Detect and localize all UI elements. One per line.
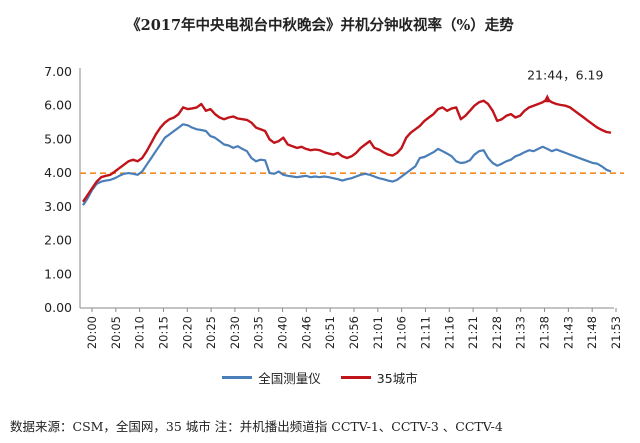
series-lines (82, 98, 612, 206)
x-tick-label: 21:38 (538, 316, 552, 349)
y-tick-label: 2.00 (44, 233, 72, 248)
x-tick-label: 20:56 (347, 316, 361, 349)
x-tick-label: 20:51 (323, 316, 337, 349)
x-tick-label: 21:53 (609, 316, 623, 349)
y-tick-label: 6.00 (44, 98, 72, 113)
x-tick-label: 20:10 (133, 316, 147, 349)
series-line-35-cities (82, 98, 612, 203)
x-tick-label: 21:01 (371, 316, 385, 349)
y-tick-label: 1.00 (44, 266, 72, 281)
legend-swatch-national (222, 376, 253, 379)
x-tick-label: 21:48 (585, 316, 599, 349)
x-tick-label: 20:05 (109, 316, 123, 349)
y-tick-label: 3.00 (44, 199, 72, 214)
legend-label-national: 全国测量仪 (258, 371, 321, 386)
line-chart: 0.001.002.003.004.005.006.007.00 20:00 20… (44, 64, 624, 349)
x-tick-label: 20:00 (85, 316, 99, 349)
axes (79, 68, 614, 309)
x-tick-label: 20:15 (156, 316, 170, 349)
x-tick-label: 21:06 (395, 316, 409, 349)
legend-item-35-cities: 35城市 (340, 368, 418, 387)
source-note: 数据来源：CSM，全国网，35 城市 注：并机播出频道指 CCTV-1、CCTV… (10, 419, 503, 434)
y-tick-label: 0.00 (44, 300, 72, 315)
peak-annotation-label: 21:44，6.19 (527, 67, 603, 82)
legend-swatch-35-cities (340, 376, 371, 379)
x-tick-label: 21:21 (466, 316, 480, 349)
x-tick-label: 21:11 (418, 316, 432, 349)
x-tick-label: 21:43 (561, 316, 575, 349)
x-tick-label: 20:25 (204, 316, 218, 349)
x-tick-label: 20:30 (228, 316, 242, 349)
x-tick-label: 21:33 (514, 316, 528, 349)
y-tick-label: 5.00 (44, 131, 72, 146)
y-tick-label: 4.00 (44, 165, 72, 180)
series-line-national (82, 123, 612, 206)
annotation-group: 21:44，6.19 (527, 67, 603, 103)
x-tick-label: 21:28 (490, 316, 504, 349)
x-tick-label: 20:20 (180, 316, 194, 349)
x-axis-labels: 20:00 20:05 20:10 20:15 20:20 20:25 20:30 20:35… (85, 308, 623, 349)
x-tick-label: 20:46 (299, 316, 313, 349)
peak-marker (543, 94, 552, 103)
x-tick-label: 21:16 (442, 316, 456, 349)
x-tick-label: 20:40 (276, 316, 290, 349)
legend: 全国测量仪 35城市 (0, 368, 640, 387)
x-tick-label: 20:35 (252, 316, 266, 349)
chart-title: 《2017年中央电视台中秋晚会》并机分钟收视率（%）走势 (126, 17, 514, 34)
legend-item-national: 全国测量仪 (222, 368, 321, 387)
y-tick-label: 7.00 (44, 64, 72, 79)
legend-label-35-cities: 35城市 (376, 371, 418, 386)
y-axis-labels: 0.00 1.00 2.00 3.00 4.00 5.00 6.00 7.00 (44, 64, 72, 315)
